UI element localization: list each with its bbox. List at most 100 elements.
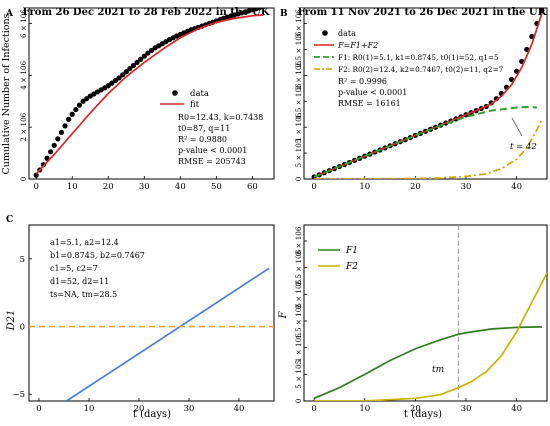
panel-b-title: From 11 Nov 2021 to 26 Dec 2021 in the U… <box>298 7 547 18</box>
y-tick-label: 2 × 106 <box>294 279 303 308</box>
series-f1-line <box>313 326 542 400</box>
legend-data-marker <box>172 90 178 96</box>
y-tick-label: 5 × 105 <box>294 138 303 167</box>
y-tick-label: −5 <box>12 390 25 400</box>
panel-c-xticks: 0 10 20 30 40 <box>36 398 244 414</box>
fit-param-4: p-value < 0.0001 <box>178 146 247 155</box>
y-tick-label: 5 × 105 <box>294 359 303 388</box>
y-tick-label: 4 × 106 <box>19 60 28 89</box>
param-line-5: ts=NA, tm=28.5 <box>50 290 117 299</box>
panel-c: C D21 t (days) 0 10 20 30 40 −5 0 5 a1=5.1, a2… <box>6 215 275 420</box>
annotation-pointer <box>511 117 523 137</box>
x-tick-label: 10 <box>359 182 370 192</box>
data-point <box>66 116 72 123</box>
y-tick-label: 3 × 106 <box>294 226 303 255</box>
panel-b-legend: data F=F1+F2 F1: R0(1)=5.1, k1=0.8745, t… <box>314 29 504 108</box>
param-line-2: b1=0.8745, b2=0.7467 <box>50 251 145 260</box>
panel-a: A From 26 Dec 2021 to 28 Feb 2022 in the… <box>1 7 275 192</box>
y-tick-label: 2.5 × 106 <box>294 31 303 67</box>
legend-f1-label: F1: R0(1)=5.1, k1=0.8745, t0(1)=52, q1=5 <box>338 53 499 62</box>
panel-b-marks <box>311 8 545 179</box>
x-tick-label: 20 <box>103 182 114 192</box>
panel-b-letter: B <box>280 9 288 19</box>
x-tick-label: 10 <box>84 404 95 414</box>
data-point <box>134 59 140 66</box>
panel-a-frame <box>28 7 275 180</box>
fit-param-3: R² = 0.9880 <box>178 135 227 144</box>
panel-c-ylabel: D21 <box>6 310 17 332</box>
x-tick-label: 10 <box>67 182 78 192</box>
fit-param-2: t0=87, q=11 <box>178 124 230 133</box>
y-tick-label: 2 × 106 <box>294 60 303 89</box>
series-f2-line <box>314 272 547 401</box>
panel-c-params: a1=5.1, a2=12.4 b1=0.8745, b2=0.7467 c1=… <box>50 238 145 299</box>
panel-a-ylabel: Cumulative Number of Infections <box>1 13 12 174</box>
param-line-1: a1=5.1, a2=12.4 <box>50 238 119 247</box>
x-tick-label: 20 <box>410 182 421 192</box>
data-point <box>112 77 119 84</box>
panel-d-marks <box>313 225 547 401</box>
panel-d-xlabel: t (days) <box>404 409 442 420</box>
y-tick-label: 1 × 106 <box>294 333 303 362</box>
annotation-t42: t = 42 <box>510 142 537 152</box>
data-point <box>105 83 111 89</box>
x-tick-label: 60 <box>247 182 258 192</box>
y-tick-label: 6 × 106 <box>19 9 28 38</box>
panel-a-legend: data fit R0=12.43, k=0.7438 t0=87, q=11 … <box>160 89 263 166</box>
data-point <box>109 80 115 86</box>
legend-data-marker <box>322 30 328 36</box>
panel-a-marks <box>33 8 266 178</box>
data-point <box>33 172 39 178</box>
y-tick-label: 1.5 × 106 <box>294 303 303 339</box>
y-tick-label: 0 <box>294 398 303 403</box>
fit-param-1: R0=12.43, k=0.7438 <box>178 113 263 122</box>
y-tick-label: 1.5 × 106 <box>294 83 303 119</box>
x-tick-label: 40 <box>234 404 245 414</box>
data-point <box>141 53 147 59</box>
x-tick-label: 40 <box>511 182 522 192</box>
data-point <box>73 106 79 113</box>
fit-param-3: RMSE = 16161 <box>338 99 401 108</box>
x-tick-label: 10 <box>359 404 370 414</box>
data-point <box>260 8 266 10</box>
data-point <box>138 56 144 62</box>
data-point <box>51 142 57 148</box>
data-point <box>120 72 126 78</box>
series-f2-line <box>314 119 543 179</box>
y-tick-label: 1 × 106 <box>294 112 303 141</box>
fit-param-1: R² = 0.9996 <box>338 77 387 86</box>
y-tick-label: 0 <box>20 323 25 333</box>
data-point <box>116 75 122 81</box>
panel-c-xlabel: t (days) <box>133 409 171 420</box>
annotation-tm: tm <box>432 365 444 375</box>
x-tick-label: 0 <box>33 182 38 192</box>
series-fit-line <box>35 14 264 175</box>
y-tick-label: 0 <box>294 176 303 181</box>
series-f1-line <box>313 105 537 178</box>
x-tick-label: 20 <box>134 404 145 414</box>
legend-fit-label: fit <box>190 100 200 110</box>
fit-param-5: RMSE = 205743 <box>178 157 246 166</box>
param-line-4: d1=52, d2=11 <box>50 277 109 286</box>
panel-a-letter: A <box>5 9 14 19</box>
y-tick-label: 0 <box>19 176 28 181</box>
data-point <box>62 123 68 129</box>
x-tick-label: 50 <box>211 182 222 192</box>
panel-d-xticks: 0 10 20 30 40 <box>311 398 522 414</box>
legend-total-label: F=F1+F2 <box>337 41 378 50</box>
x-tick-label: 20 <box>410 404 421 414</box>
legend-f2-label: F2 <box>345 262 358 272</box>
data-point <box>130 62 137 69</box>
data-point <box>55 136 61 142</box>
panel-a-yticks: 0 2 × 106 4 × 106 6 × 106 <box>19 9 32 181</box>
y-tick-label: 3 × 106 <box>294 9 303 38</box>
panel-d-ylabel: F <box>278 310 289 319</box>
data-point <box>123 69 129 75</box>
panel-c-letter: C <box>6 215 13 225</box>
panel-c-marks <box>29 267 274 401</box>
data-point <box>257 8 263 11</box>
panel-a-xticks: 0 10 20 30 40 50 60 <box>33 176 258 192</box>
x-tick-label: 30 <box>139 182 150 192</box>
